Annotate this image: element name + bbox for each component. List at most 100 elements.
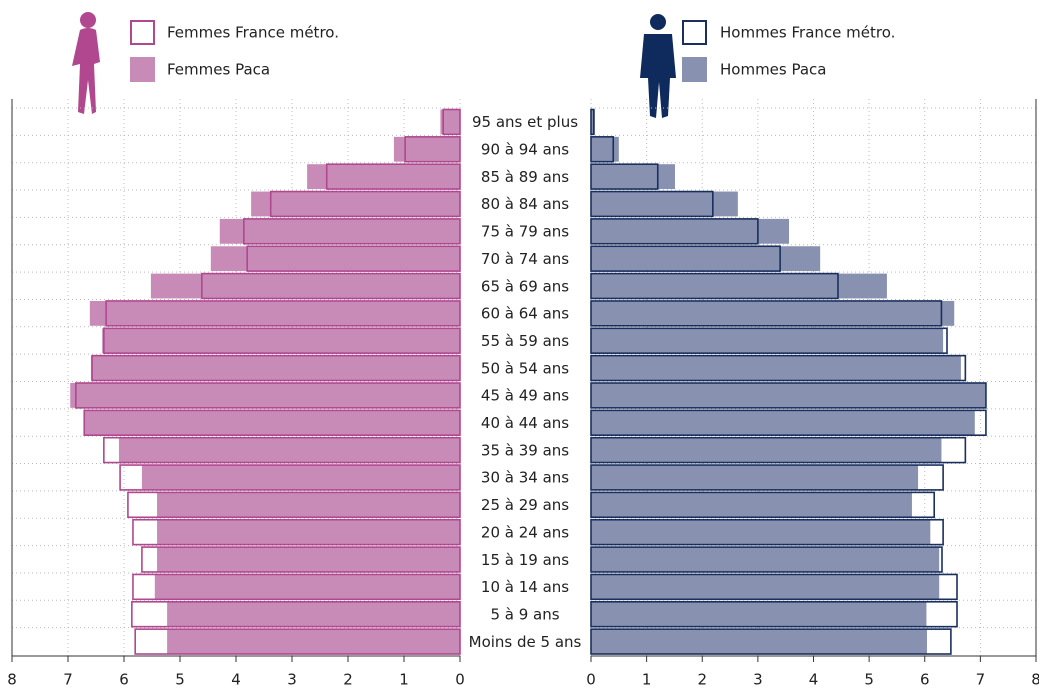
legend-label: Femmes Paca (167, 61, 270, 79)
bar (591, 300, 955, 326)
bar (590, 108, 595, 136)
category-label: 75 à 79 ans (481, 223, 569, 241)
bar (591, 218, 790, 244)
bar (91, 354, 461, 382)
bar (590, 300, 943, 327)
bar (590, 272, 839, 300)
bar (84, 410, 461, 436)
category-label: 85 à 89 ans (481, 168, 569, 186)
bar (591, 465, 919, 490)
x-tick-label: 1 (399, 671, 409, 689)
category-label: 5 à 9 ans (490, 605, 559, 623)
bar (210, 246, 460, 272)
bar (219, 218, 460, 244)
bar (591, 547, 940, 572)
bar (307, 164, 460, 190)
category-label: 55 à 59 ans (481, 332, 569, 350)
bar (141, 465, 461, 490)
bar (590, 354, 967, 382)
bar (102, 328, 460, 354)
bar (131, 600, 461, 628)
category-label: 30 à 34 ans (481, 469, 569, 487)
bar (591, 410, 975, 436)
bar (590, 382, 987, 409)
category-label: 40 à 44 ans (481, 414, 569, 432)
bar (591, 492, 912, 518)
category-label: 95 ans et plus (472, 113, 578, 131)
x-tick-label: 5 (175, 671, 185, 689)
bar (591, 191, 738, 217)
bar (590, 464, 944, 491)
category-label: 15 à 19 ans (481, 551, 569, 569)
bar (590, 136, 615, 163)
bar (134, 628, 461, 655)
bar (590, 436, 967, 464)
bar (590, 518, 944, 546)
x-tick-label: 6 (920, 671, 930, 689)
x-tick-label: 3 (287, 671, 297, 689)
bar (591, 355, 961, 381)
bar (103, 436, 461, 464)
legend-swatch (682, 57, 707, 82)
bar (591, 246, 821, 272)
bar (590, 409, 987, 437)
bar (393, 136, 460, 162)
bar (591, 629, 927, 654)
bar (591, 136, 619, 162)
x-tick-label: 3 (753, 671, 763, 689)
x-tick-label: 7 (63, 671, 73, 689)
category-label: 80 à 84 ans (481, 195, 569, 213)
x-tick-label: 2 (697, 671, 707, 689)
x-tick-label: 4 (231, 671, 241, 689)
bar (591, 273, 887, 299)
bar (83, 409, 461, 437)
x-tick-label: 0 (455, 671, 465, 689)
bar (132, 518, 461, 546)
bar (440, 109, 460, 135)
bar (591, 601, 927, 627)
bar (103, 327, 461, 354)
bar (127, 491, 461, 519)
bar (269, 190, 461, 218)
bar (591, 574, 940, 600)
bar (590, 245, 781, 272)
category-label: 20 à 24 ans (481, 523, 569, 541)
bar (591, 383, 986, 408)
bar (590, 327, 948, 354)
legend-swatch (130, 57, 155, 82)
x-tick-label: 8 (1031, 671, 1039, 689)
bar (590, 163, 659, 190)
x-tick-label: 8 (7, 671, 17, 689)
category-label: 35 à 39 ans (481, 441, 569, 459)
category-label: 50 à 54 ans (481, 359, 569, 377)
bar (119, 464, 461, 491)
bar (590, 491, 936, 519)
bar (167, 629, 460, 654)
bar (590, 546, 943, 573)
bar (590, 190, 714, 218)
bar (325, 163, 461, 190)
bar (591, 437, 942, 463)
bar (591, 519, 931, 545)
bar (591, 328, 944, 354)
legend-label: Hommes France métro. (720, 24, 895, 42)
x-tick-label: 1 (642, 671, 652, 689)
bar (150, 273, 460, 299)
legend-label: Hommes Paca (720, 61, 827, 79)
bar (75, 382, 461, 409)
bar (105, 300, 461, 327)
bar (89, 300, 460, 326)
x-tick-label: 7 (976, 671, 986, 689)
bar (90, 355, 461, 381)
category-label: 60 à 64 ans (481, 305, 569, 323)
bar (591, 109, 595, 135)
x-tick-label: 0 (586, 671, 596, 689)
category-label: 45 à 49 ans (481, 387, 569, 405)
bar (70, 383, 461, 408)
bar (157, 492, 461, 518)
bar (590, 628, 952, 655)
female-icon (72, 12, 100, 114)
bar (404, 136, 461, 163)
bar (157, 519, 461, 545)
